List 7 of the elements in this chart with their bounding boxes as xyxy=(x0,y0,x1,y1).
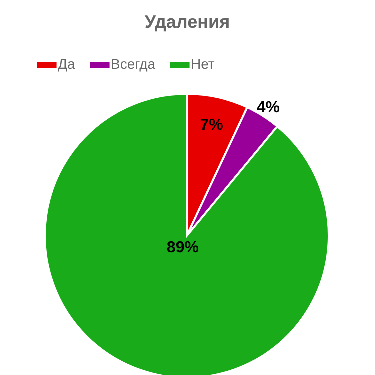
data-label: 7% xyxy=(200,117,224,134)
data-label: 4% xyxy=(256,100,280,117)
legend-label: Нет xyxy=(191,56,216,72)
data-label: 89% xyxy=(166,239,199,256)
chart-title: Удаления xyxy=(144,12,230,32)
legend-label: Да xyxy=(58,56,76,72)
legend-label: Всегда xyxy=(111,56,156,72)
